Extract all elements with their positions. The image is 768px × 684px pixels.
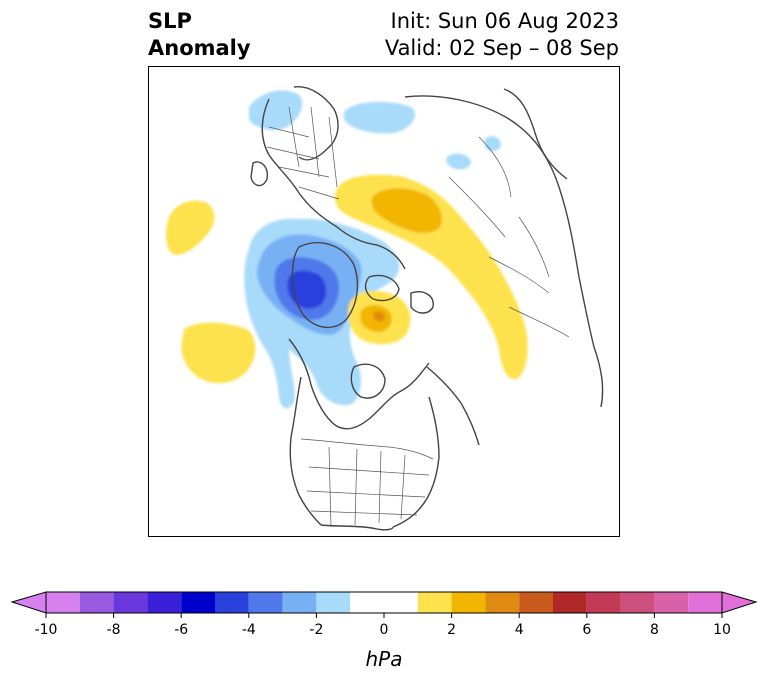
colorbar-tick-label-3: -4 <box>242 622 256 638</box>
anomaly-canada-neg-deep <box>287 270 327 309</box>
map-title: SLP Anomaly <box>148 8 251 62</box>
slp-anomaly-map <box>149 67 619 536</box>
colorbar-tick-label-9: 8 <box>650 622 659 638</box>
colorbar-bin-1 <box>79 592 114 613</box>
coast-greenland <box>291 242 359 328</box>
border-europe-2 <box>288 106 338 188</box>
anomaly-scandinavia-neg <box>344 101 415 134</box>
colorbar-bin-7 <box>282 592 317 613</box>
coast-britain <box>250 161 268 187</box>
coast-scandinavia <box>293 86 339 161</box>
colorbar-bin-14 <box>553 592 587 613</box>
border-asia-1 <box>448 136 550 278</box>
anomaly-siberia-pos-outer <box>334 174 528 380</box>
init-date: Init: Sun 06 Aug 2023 <box>390 9 619 33</box>
coast-na-east <box>392 396 440 528</box>
valid-range: Valid: 02 Sep – 08 Sep <box>384 36 619 60</box>
colorbar-bin-2 <box>113 592 148 613</box>
title-line-1: SLP <box>148 9 192 33</box>
colorbar-bin-4 <box>181 592 215 613</box>
colorbar-tick-label-2: -6 <box>174 622 188 638</box>
anomaly-esiberia-neg <box>446 153 471 170</box>
anomaly-shading <box>165 90 528 409</box>
anomaly-arctic-pos-peak <box>373 311 385 322</box>
anomaly-natlantic-pos <box>165 200 215 255</box>
colorbar-tick-label-7: 4 <box>515 622 524 638</box>
coast-na-west <box>289 376 322 526</box>
colorbar-bin-12 <box>485 592 520 613</box>
coast-europe <box>261 98 406 270</box>
border-states-1 <box>328 446 406 528</box>
colorbar-tick-label-8: 6 <box>582 622 591 638</box>
colorbar-bin-17 <box>654 592 689 613</box>
coast-asia <box>404 95 604 408</box>
coastlines <box>250 86 604 531</box>
colorbar-tick-label-0: -10 <box>35 622 58 638</box>
border-asia-2 <box>488 256 570 338</box>
colorbar-bin-15 <box>586 592 621 613</box>
colorbar-bin-5 <box>215 592 249 613</box>
coast-asia-east <box>503 88 568 180</box>
colorbar-bins <box>46 592 722 613</box>
forecast-dates: Init: Sun 06 Aug 2023 Valid: 02 Sep – 08… <box>385 8 619 62</box>
colorbar-tick-label-4: -2 <box>309 622 323 638</box>
colorbar-tick-label-1: -8 <box>107 622 121 638</box>
colorbar-bin-16 <box>620 592 655 613</box>
colorbar-tick-label-10: 10 <box>713 622 731 638</box>
colorbar-extend-high <box>721 591 758 614</box>
coast-canada <box>288 338 430 430</box>
colorbar-ticks: -10 -8 -6 -4 -2 0 2 4 6 8 10 <box>35 613 731 638</box>
anomaly-catlantic-pos <box>181 322 256 384</box>
border-states-2 <box>306 466 430 516</box>
coast-arctic-islands <box>364 274 400 302</box>
colorbar-bin-11 <box>451 592 486 613</box>
coast-hudson <box>350 363 386 399</box>
title-line-2: Anomaly <box>148 36 251 60</box>
colorbar-bin-0 <box>46 592 80 613</box>
colorbar-tick-label-6: 2 <box>447 622 456 638</box>
colorbar-bin-9 <box>350 592 418 613</box>
coast-na-south <box>320 524 394 531</box>
border-europe-1 <box>266 126 340 200</box>
anomaly-siberia-pos-core <box>371 188 442 233</box>
coast-alaska <box>426 366 480 446</box>
colorbar-bin-6 <box>248 592 283 613</box>
colorbar-tick-label-5: 0 <box>380 622 389 638</box>
colorbar-unit-label: hPa <box>366 647 403 671</box>
country-borders <box>266 106 570 528</box>
map-panel <box>148 66 620 537</box>
colorbar-bin-10 <box>417 592 452 613</box>
coast-siberia-islands <box>410 291 434 314</box>
colorbar-bin-18 <box>688 592 722 613</box>
colorbar-bin-13 <box>519 592 553 613</box>
colorbar: -10 -8 -6 -4 -2 0 2 4 6 8 10 hPa <box>10 591 758 671</box>
colorbar-bin-3 <box>147 592 182 613</box>
colorbar-bin-8 <box>316 592 351 613</box>
border-us-canada <box>300 438 434 460</box>
colorbar-extend-low <box>10 591 47 614</box>
